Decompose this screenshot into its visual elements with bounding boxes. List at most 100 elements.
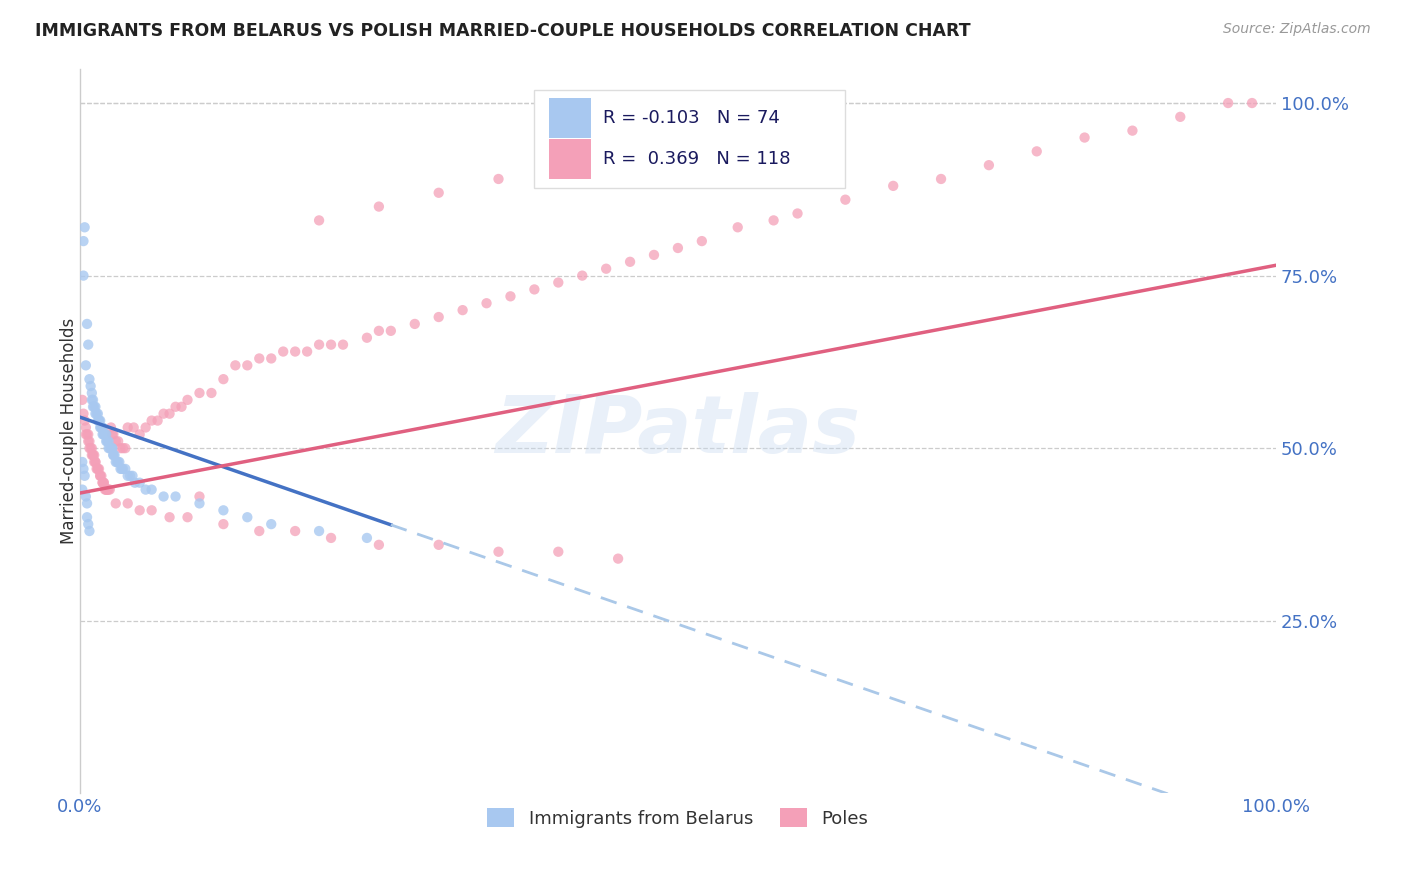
Point <box>427 186 450 200</box>
Point <box>271 344 294 359</box>
Point <box>90 420 112 434</box>
Point <box>977 158 1000 172</box>
Point <box>103 448 125 462</box>
Point <box>84 407 107 421</box>
Point <box>91 475 114 490</box>
Point <box>117 496 139 510</box>
Point <box>595 261 617 276</box>
Point <box>75 359 97 373</box>
Point <box>82 400 104 414</box>
Point <box>87 414 110 428</box>
Point <box>91 475 114 490</box>
Point <box>89 420 111 434</box>
Point <box>72 268 94 283</box>
Point <box>176 392 198 407</box>
Text: Source: ZipAtlas.com: Source: ZipAtlas.com <box>1223 22 1371 37</box>
Point <box>212 517 235 532</box>
Point <box>111 441 134 455</box>
Point <box>110 462 132 476</box>
Point <box>128 427 150 442</box>
Point <box>96 483 118 497</box>
Point <box>80 448 103 462</box>
Point <box>72 455 94 469</box>
Point <box>117 420 139 434</box>
Point <box>188 386 211 401</box>
Point <box>101 441 124 455</box>
Point <box>308 337 330 351</box>
Point <box>84 400 107 414</box>
Point <box>72 407 94 421</box>
Point <box>120 468 142 483</box>
Point <box>103 448 125 462</box>
Point <box>87 462 110 476</box>
Point <box>236 359 259 373</box>
Point <box>73 468 96 483</box>
Point <box>108 455 131 469</box>
Point <box>97 483 120 497</box>
Point <box>284 524 307 538</box>
Point <box>104 496 127 510</box>
Point <box>72 392 94 407</box>
Point <box>762 213 785 227</box>
Point <box>84 455 107 469</box>
Point <box>146 414 169 428</box>
Point <box>488 545 510 559</box>
Point <box>76 317 98 331</box>
Point <box>75 420 97 434</box>
Point <box>90 468 112 483</box>
Point <box>79 379 101 393</box>
Point <box>319 531 342 545</box>
Point <box>135 483 157 497</box>
Point <box>98 441 121 455</box>
Point <box>90 420 112 434</box>
Point <box>247 524 270 538</box>
Point <box>212 372 235 386</box>
Point <box>96 483 118 497</box>
Point <box>111 462 134 476</box>
Point <box>82 448 104 462</box>
Point <box>79 434 101 449</box>
Point <box>73 414 96 428</box>
Point <box>499 289 522 303</box>
Point <box>72 483 94 497</box>
Point <box>547 276 569 290</box>
Point <box>727 220 749 235</box>
Point <box>690 234 713 248</box>
Point <box>96 427 118 442</box>
Point <box>236 510 259 524</box>
Text: ZIPatlas: ZIPatlas <box>495 392 860 470</box>
Point <box>141 414 163 428</box>
Point <box>786 206 808 220</box>
Point <box>104 434 127 449</box>
Point <box>308 524 330 538</box>
Point <box>87 407 110 421</box>
Point <box>159 510 181 524</box>
Point <box>83 400 105 414</box>
Point <box>176 510 198 524</box>
Point <box>82 448 104 462</box>
Point <box>77 427 100 442</box>
Point <box>212 503 235 517</box>
Point <box>76 427 98 442</box>
Point <box>260 351 283 366</box>
Point <box>488 172 510 186</box>
Point <box>83 455 105 469</box>
Point <box>308 213 330 227</box>
Point <box>1121 123 1143 137</box>
Point <box>152 490 174 504</box>
Point <box>643 248 665 262</box>
Point <box>80 386 103 401</box>
Point <box>404 317 426 331</box>
Point <box>103 427 125 442</box>
Point <box>451 303 474 318</box>
Point <box>96 434 118 449</box>
Y-axis label: Married-couple Households: Married-couple Households <box>60 318 77 544</box>
Point <box>332 337 354 351</box>
Point <box>83 448 105 462</box>
Point <box>200 386 222 401</box>
Point <box>77 337 100 351</box>
Point <box>607 551 630 566</box>
Point <box>77 434 100 449</box>
Point <box>96 483 118 497</box>
Bar <box>548 139 591 179</box>
